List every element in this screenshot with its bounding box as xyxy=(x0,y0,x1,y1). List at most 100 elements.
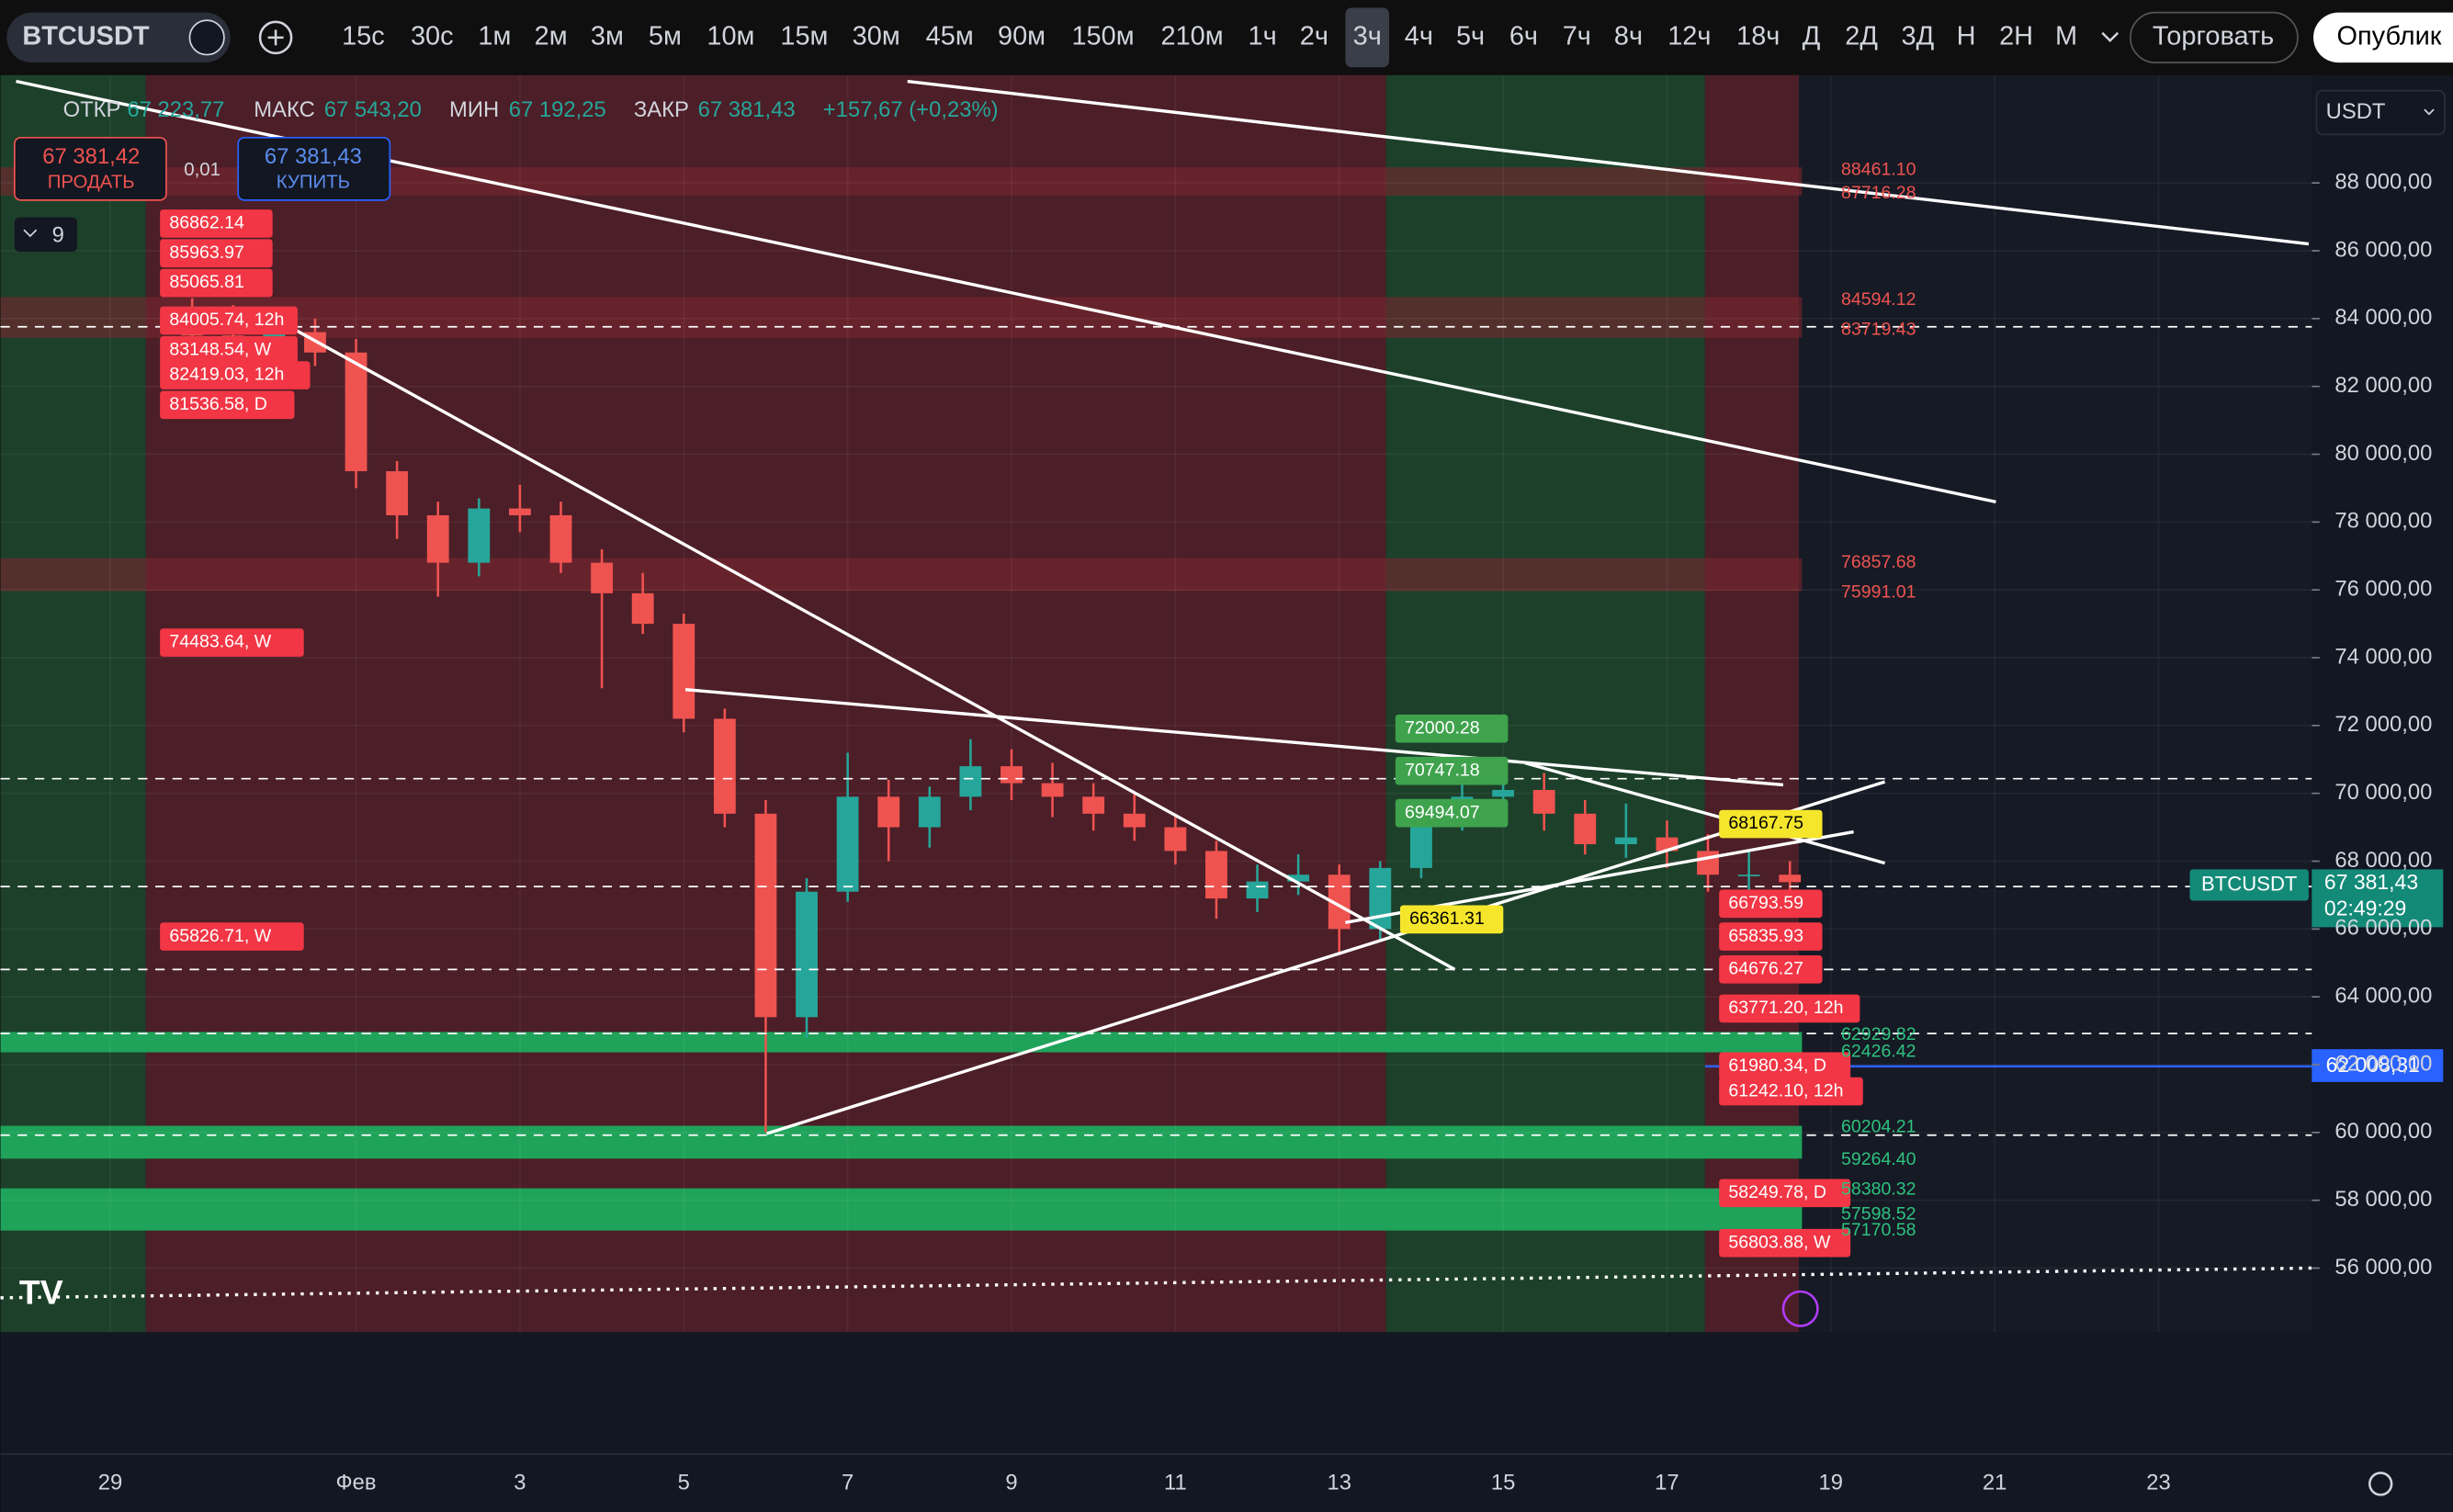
zone xyxy=(0,297,1803,338)
indicators-count[interactable]: 9 xyxy=(52,222,64,247)
lightning-icon[interactable] xyxy=(1781,1290,1819,1327)
level-label: 74483.64, W xyxy=(169,632,271,652)
publish-button[interactable] xyxy=(2313,12,2453,63)
x-tick-label: Фев xyxy=(336,1471,377,1495)
x-tick-label: 21 xyxy=(1983,1471,2007,1495)
level-label: 85963.97 xyxy=(169,243,244,263)
interval[interactable]: 30с xyxy=(411,21,454,51)
candle-body xyxy=(959,766,982,797)
candle-body xyxy=(591,562,614,593)
zone-label: 57170.58 xyxy=(1841,1220,1916,1240)
ohlc-label: ЗАКР xyxy=(634,97,689,122)
level-label-box xyxy=(160,361,311,389)
interval[interactable]: 2м xyxy=(535,21,568,51)
interval[interactable]: 18ч xyxy=(1736,21,1780,51)
interval[interactable]: 10м xyxy=(707,21,754,51)
interval[interactable]: 210м xyxy=(1160,21,1223,51)
logo: TV xyxy=(19,1272,63,1311)
zone xyxy=(0,1032,1803,1053)
zone xyxy=(0,1125,1803,1159)
interval[interactable]: 30м xyxy=(853,21,900,51)
alert-tag xyxy=(2312,1049,2444,1082)
currency[interactable]: USDT xyxy=(2326,99,2386,124)
interval[interactable]: 3ч xyxy=(1353,21,1382,51)
candle-body xyxy=(386,470,409,515)
level-label-box xyxy=(1719,1228,1851,1258)
buy-price[interactable]: 67 381,43 xyxy=(265,144,362,169)
interval[interactable]: 3м xyxy=(591,21,624,51)
level-label-box xyxy=(1719,889,1823,919)
interval[interactable]: 12ч xyxy=(1667,21,1711,51)
interval[interactable]: 5ч xyxy=(1456,21,1485,51)
level-label: 83148.54, W xyxy=(169,339,271,359)
x-tick-label: 7 xyxy=(842,1471,853,1495)
interval[interactable]: 90м xyxy=(998,21,1046,51)
interval[interactable]: М xyxy=(2055,21,2077,51)
interval[interactable]: 15м xyxy=(780,21,828,51)
interval[interactable]: 2Н xyxy=(1999,21,2033,51)
x-tick-label: 29 xyxy=(98,1471,123,1495)
level-label-box xyxy=(160,306,298,335)
x-tick-label: 11 xyxy=(1164,1471,1187,1495)
x-tick-label: 19 xyxy=(1819,1471,1844,1495)
symbol-tag-text: BTCUSDT xyxy=(2201,872,2297,895)
x-tick-label: 3 xyxy=(514,1471,526,1495)
trade-button[interactable] xyxy=(2130,11,2299,63)
y-tick-label: 76 000,00 xyxy=(2334,576,2432,601)
add-button[interactable] xyxy=(258,20,293,55)
level-label: 68167.75 xyxy=(1728,813,1803,833)
buy-label[interactable]: КУПИТЬ xyxy=(277,173,350,193)
trade-label[interactable]: Торговать xyxy=(2153,21,2274,51)
level-label: 66361.31 xyxy=(1409,908,1485,929)
interval[interactable]: 7ч xyxy=(1563,21,1591,51)
settings-icon[interactable] xyxy=(2368,1472,2393,1496)
candle-body xyxy=(1164,827,1187,852)
sell-label[interactable]: ПРОДАТЬ xyxy=(48,173,135,193)
level-label-box xyxy=(160,268,273,298)
candle-body xyxy=(1123,813,1146,828)
indicators-toggle[interactable] xyxy=(14,217,77,253)
more-icon[interactable] xyxy=(2101,31,2120,43)
buy-button[interactable] xyxy=(237,136,391,201)
interval[interactable]: 4ч xyxy=(1405,21,1433,51)
interval[interactable]: 6ч xyxy=(1509,21,1538,51)
interval[interactable]: 3Д xyxy=(1902,21,1935,51)
candle-body xyxy=(1492,789,1515,797)
level-label: 70747.18 xyxy=(1405,760,1480,780)
interval[interactable]: Н xyxy=(1957,21,1976,51)
level-label: 65826.71, W xyxy=(169,926,271,946)
candle-body xyxy=(549,514,572,563)
y-tick-label: 64 000,00 xyxy=(2334,983,2432,1008)
interval[interactable]: 45м xyxy=(926,21,974,51)
symbol-icon[interactable] xyxy=(188,19,225,56)
level-label: 63771.20, 12h xyxy=(1728,998,1843,1018)
zone-label: 83719.43 xyxy=(1841,319,1916,339)
last-price: 67 381,43 xyxy=(2324,870,2418,894)
candle-body xyxy=(713,718,736,814)
interval[interactable]: 2Д xyxy=(1845,21,1878,51)
level-label-box xyxy=(1395,714,1509,743)
candle-body xyxy=(1041,783,1064,797)
interval[interactable]: 5м xyxy=(649,21,682,51)
interval[interactable]: 1м xyxy=(478,21,511,51)
interval[interactable]: 1ч xyxy=(1249,21,1277,51)
interval[interactable]: 150м xyxy=(1071,21,1134,51)
symbol-box[interactable] xyxy=(6,12,231,63)
publish-label[interactable]: Опублик xyxy=(2337,21,2442,51)
interval[interactable]: 2ч xyxy=(1300,21,1328,51)
ohlc-value: 67 223,77 xyxy=(127,97,224,122)
level-label: 86862.14 xyxy=(169,213,244,233)
candle-body xyxy=(796,891,818,1018)
level-label-box xyxy=(1719,1052,1851,1081)
interval[interactable]: 15с xyxy=(342,21,385,51)
candle-body xyxy=(426,514,449,563)
symbol[interactable]: BTCUSDT xyxy=(22,21,150,51)
sell-price[interactable]: 67 381,42 xyxy=(42,144,140,169)
sell-button[interactable] xyxy=(13,136,167,201)
candle-body xyxy=(877,796,900,828)
level-label-box xyxy=(160,628,304,657)
currency-select[interactable] xyxy=(2315,89,2446,136)
interval[interactable]: 8ч xyxy=(1614,21,1643,51)
interval[interactable]: Д xyxy=(1803,21,1821,51)
